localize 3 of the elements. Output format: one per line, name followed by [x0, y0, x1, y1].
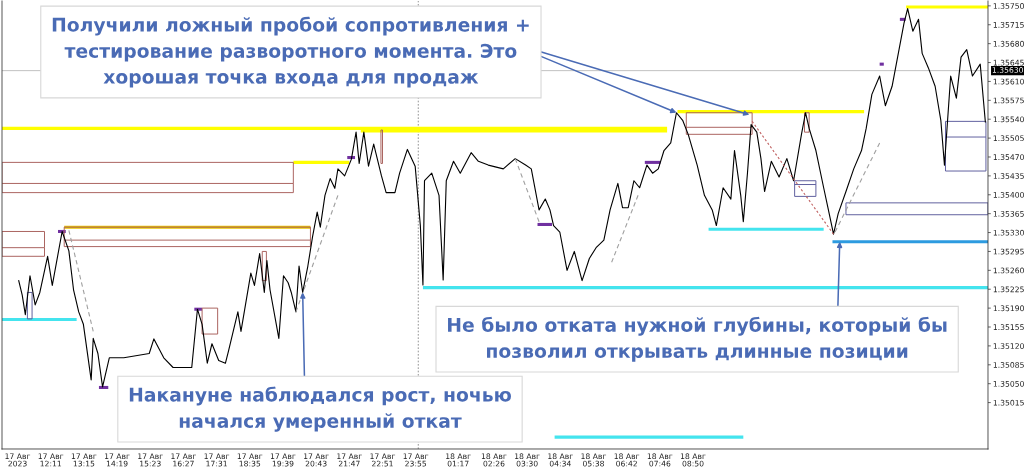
- annotation: Накануне наблюдался рост, ночью начался умеренный откат: [129, 386, 511, 432]
- annotation: Получили ложный пробой сопротивления + тестирование разворотного момента. Это хорошая точка входа для продаж: [52, 16, 529, 88]
- annotation: Не было отката нужной глубины, который бы позволил открывать длинные позиции: [448, 316, 947, 362]
